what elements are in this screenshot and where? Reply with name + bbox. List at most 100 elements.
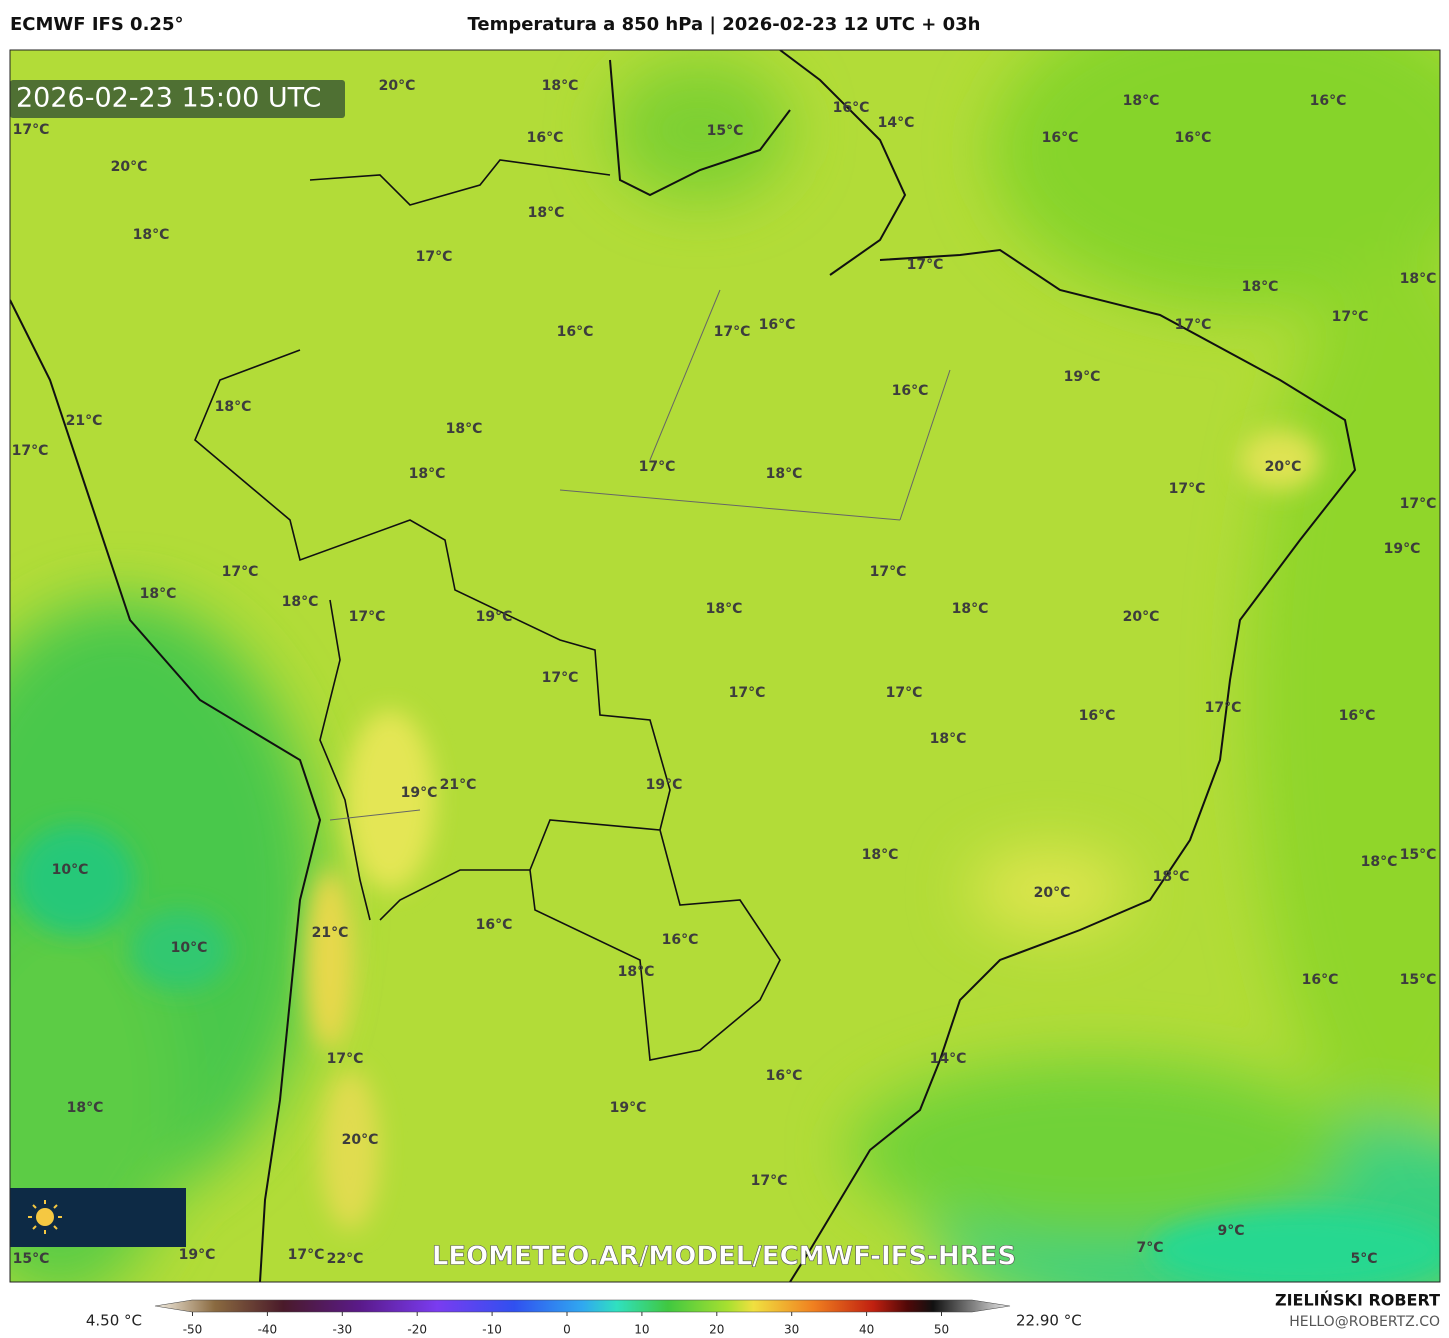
colorbar-tick-label: -30 [332,1323,352,1337]
colorbar-max: 22.90 °C [1016,1312,1082,1330]
temp-label: 17°C [13,122,50,138]
temp-label: 16°C [1042,130,1079,146]
temp-label: 18°C [766,466,803,482]
temp-label: 17°C [1169,481,1206,497]
temp-label: 7°C [1136,1240,1163,1256]
temp-label: 15°C [1400,847,1437,863]
temp-label: 17°C [729,685,766,701]
temp-label: 20°C [1034,885,1071,901]
temp-label: 17°C [349,609,386,625]
colorbar-tick-label: -40 [258,1323,278,1337]
temp-label: 16°C [1339,708,1376,724]
temp-label: 10°C [52,862,89,878]
temp-label: 17°C [751,1173,788,1189]
temp-label: 20°C [342,1132,379,1148]
author: ZIELIŃSKI ROBERT [1275,1291,1440,1310]
temp-label: 14°C [878,115,915,131]
temp-label: 19°C [401,785,438,801]
temp-label: 17°C [12,443,49,459]
map-title: Temperatura a 850 hPa | 2026-02-23 12 UT… [467,14,980,35]
timestamp: 2026-02-23 15:00 UTC [16,83,321,114]
temp-label: 16°C [1079,708,1116,724]
temp-label: 16°C [759,317,796,333]
temp-label: 10°C [171,940,208,956]
colorbar-tick-label: -10 [482,1323,502,1337]
logo-sun [36,1208,54,1226]
temp-label: 16°C [476,917,513,933]
temp-label: 21°C [312,925,349,941]
colorbar [154,1299,1011,1313]
temp-label: 19°C [646,777,683,793]
temp-label: 18°C [706,601,743,617]
temp-label: 20°C [111,159,148,175]
temp-label: 15°C [1400,972,1437,988]
temp-label: 17°C [327,1051,364,1067]
email: HELLO@ROBERTZ.CO [1289,1314,1440,1330]
temp-label: 19°C [1064,369,1101,385]
temp-label: 18°C [952,601,989,617]
temp-label: 16°C [1310,93,1347,109]
temp-label: 9°C [1217,1223,1244,1239]
watermark: LEOMETEO.AR/MODEL/ECMWF-IFS-HRES [432,1242,1016,1272]
temp-label: 17°C [288,1247,325,1263]
temp-label: 18°C [140,586,177,602]
temp-label: 18°C [1123,93,1160,109]
colorbar-min: 4.50 °C [86,1312,142,1330]
temp-label: 17°C [870,564,907,580]
temp-label: 17°C [416,249,453,265]
temp-label: 16°C [527,130,564,146]
temp-label: 19°C [610,1100,647,1116]
colorbar-tick-label: 20 [709,1323,724,1337]
colorbar-tick-label: 0 [563,1323,571,1337]
temp-label: 18°C [862,847,899,863]
temp-label: 21°C [440,777,477,793]
temp-label: 16°C [833,100,870,116]
temp-label: 16°C [892,383,929,399]
temp-label: 17°C [1400,496,1437,512]
temp-label: 22°C [327,1251,364,1267]
temp-label: 16°C [557,324,594,340]
temp-label: 18°C [618,964,655,980]
model-name: ECMWF IFS 0.25° [10,14,183,35]
temp-label: 18°C [282,594,319,610]
temp-label: 16°C [1302,972,1339,988]
map-frame [9,49,1441,1283]
temp-label: 18°C [67,1100,104,1116]
colorbar-tick-label: 50 [934,1323,949,1337]
temp-label: 19°C [179,1247,216,1263]
colorbar-tick-label: 30 [784,1323,799,1337]
temp-label: 18°C [446,421,483,437]
temp-label: 18°C [930,731,967,747]
logo-rays [28,1200,62,1234]
temp-label: 17°C [907,257,944,273]
temp-label: 14°C [930,1051,967,1067]
temp-label: 5°C [1350,1251,1377,1267]
temp-label: 17°C [886,685,923,701]
temp-label: 19°C [476,609,513,625]
temp-label: 18°C [133,227,170,243]
temp-label: 18°C [1361,854,1398,870]
temp-label: 15°C [707,123,744,139]
temp-label: 17°C [542,670,579,686]
temp-label: 16°C [662,932,699,948]
temp-label: 17°C [1205,700,1242,716]
temp-label: 15°C [13,1251,50,1267]
temp-label: 18°C [215,399,252,415]
temp-label: 17°C [222,564,259,580]
temp-label: 21°C [66,413,103,429]
timestamp-box [10,80,345,118]
temp-label: 17°C [1175,317,1212,333]
temp-label: 16°C [766,1068,803,1084]
temp-label: 17°C [714,324,751,340]
temp-label: 20°C [379,78,416,94]
temp-label: 17°C [639,459,676,475]
temp-label: 20°C [1123,609,1160,625]
temp-label: 18°C [542,78,579,94]
temp-label: 20°C [1265,459,1302,475]
colorbar-tick-label: -50 [183,1323,203,1337]
temp-label: 19°C [1384,541,1421,557]
temp-label: 17°C [1332,309,1369,325]
temp-label: 18°C [1153,869,1190,885]
